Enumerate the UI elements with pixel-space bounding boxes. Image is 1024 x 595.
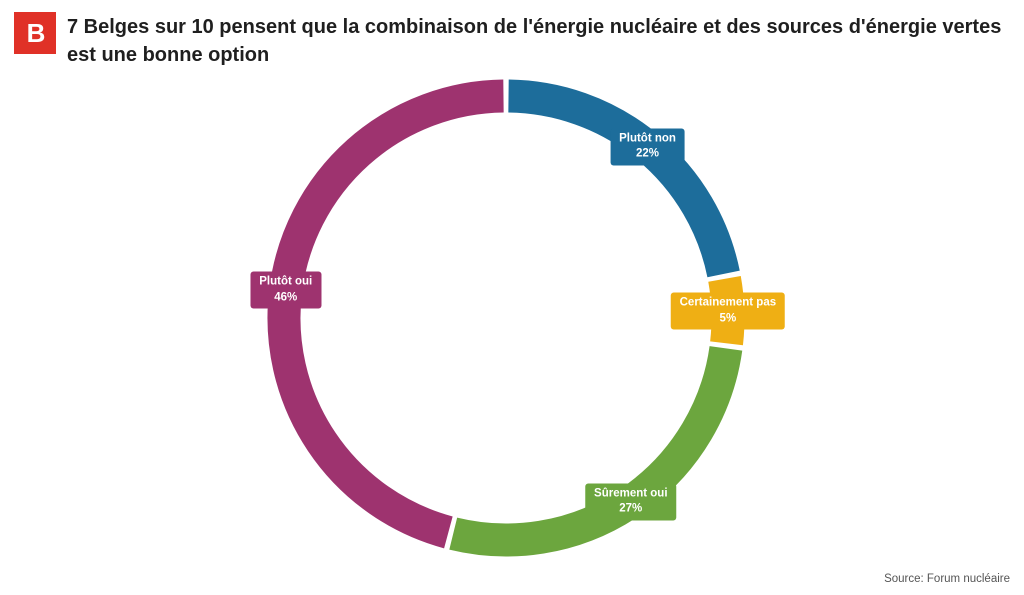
chart-title: 7 Belges sur 10 pensent que la combinais… bbox=[67, 16, 1002, 67]
brand-logo: B bbox=[14, 12, 56, 54]
source-credit: Source: Forum nucléaire bbox=[884, 573, 1010, 585]
header: B 7 Belges sur 10 pensent que la combina… bbox=[14, 12, 1010, 70]
segment-value: 5% bbox=[719, 312, 737, 325]
segment-label: Certainement pas bbox=[679, 296, 777, 309]
segment-label: Plutôt non bbox=[619, 132, 676, 145]
segment-label-badge-3: Plutôt oui 46% bbox=[250, 271, 322, 309]
donut-segment-3 bbox=[267, 79, 504, 549]
segment-label-badge-0: Plutôt non 22% bbox=[610, 128, 685, 166]
segment-value: 46% bbox=[274, 291, 298, 304]
segment-label: Sûrement oui bbox=[594, 487, 668, 500]
segment-value: 27% bbox=[619, 502, 643, 515]
segment-label-badge-2: Sûrement oui 27% bbox=[585, 483, 677, 521]
segment-value: 22% bbox=[635, 147, 660, 160]
donut-segment-0 bbox=[508, 79, 740, 278]
segment-label-badge-1: Certainement pas 5% bbox=[670, 292, 786, 330]
segment-label: Plutôt oui bbox=[259, 275, 313, 288]
